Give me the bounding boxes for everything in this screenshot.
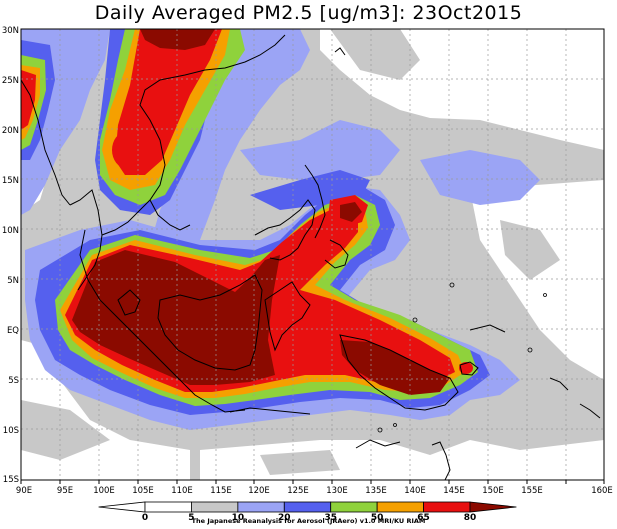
colorbar-tick-label: 80 <box>464 513 477 523</box>
colorbar-segment <box>283 501 332 513</box>
colorbar-tick-label: 50 <box>371 513 384 523</box>
colorbar-arrow-left <box>98 501 146 513</box>
colorbar-segment <box>237 501 285 513</box>
lat-label: 5S <box>8 376 19 386</box>
colorbar-segment <box>330 501 378 513</box>
pm25-hotspots <box>112 96 473 374</box>
lat-label: 10S <box>3 426 19 436</box>
lon-label: 155E <box>521 486 543 496</box>
lat-label: 10N <box>2 226 19 236</box>
gridlines <box>21 29 604 480</box>
lon-label: 150E <box>482 486 504 496</box>
lat-label: 25N <box>2 76 19 86</box>
colorbar-tick-label: 20 <box>278 513 291 523</box>
colorbar-tick-label: 5 <box>188 513 194 523</box>
lon-label: 120E <box>248 486 270 496</box>
pm25-darkred-layer <box>72 29 450 395</box>
colorbar: 0 5 10 20 35 50 65 80 <box>98 501 517 523</box>
colorbar-tick-label: 35 <box>324 513 337 523</box>
lat-label: 30N <box>2 26 19 36</box>
axis-ticks <box>20 480 605 484</box>
credit-text: The Japanese Reanalysis for Aerosol (JRA… <box>191 517 426 525</box>
lon-label: 110E <box>171 486 193 496</box>
map-frame <box>20 28 605 481</box>
lon-label: 115E <box>210 486 232 496</box>
colorbar-tick-label: 65 <box>417 513 430 523</box>
lon-label: 125E <box>287 486 309 496</box>
lon-label: 140E <box>404 486 426 496</box>
lon-labels: 90E 95E 100E 105E 110E 115E 120E 125E 13… <box>16 486 613 496</box>
colorbar-tick-label: 0 <box>142 513 148 523</box>
coastlines <box>21 34 601 480</box>
lat-label: 15N <box>2 176 19 186</box>
lat-label: 15S <box>3 475 19 485</box>
lon-label: 160E <box>591 486 613 496</box>
lon-label: 105E <box>132 486 154 496</box>
lon-label: 135E <box>365 486 387 496</box>
pm25-gray-patches <box>21 29 560 475</box>
map-title: Daily Averaged PM2.5 [ug/m3]: 23Oct2015 <box>94 2 523 24</box>
lon-label: 130E <box>326 486 348 496</box>
lat-label: 5N <box>7 276 19 286</box>
colorbar-segment <box>376 501 424 513</box>
islands <box>377 282 547 433</box>
lat-label: 20N <box>2 126 19 136</box>
lat-labels: 30N 25N 20N 15N 10N 5N EQ 5S 10S 15S <box>2 26 19 485</box>
colorbar-tick-label: 10 <box>232 513 245 523</box>
lon-label: 100E <box>93 486 115 496</box>
colorbar-segment <box>423 501 471 513</box>
lon-label: 145E <box>443 486 465 496</box>
lon-label: 90E <box>16 486 32 496</box>
lat-label: EQ <box>7 326 19 336</box>
colorbar-segment <box>144 501 192 513</box>
colorbar-arrow-right <box>469 501 517 513</box>
lon-label: 95E <box>57 486 73 496</box>
colorbar-segment <box>191 501 239 513</box>
